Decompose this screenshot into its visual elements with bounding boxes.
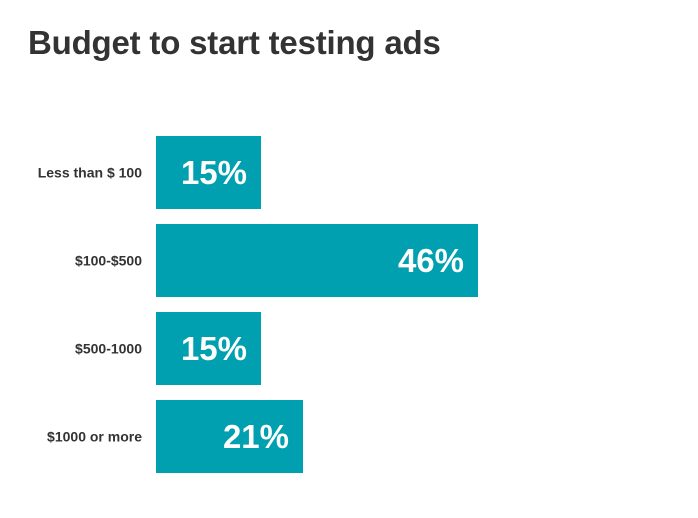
value-label-3: 21% bbox=[223, 418, 289, 455]
bar-1 bbox=[156, 224, 478, 297]
category-label-0: Less than $ 100 bbox=[38, 165, 142, 181]
chart-title: Budget to start testing ads bbox=[28, 24, 441, 61]
category-label-3: $1000 or more bbox=[47, 429, 142, 445]
value-label-1: 46% bbox=[398, 242, 464, 279]
bar-3 bbox=[156, 400, 303, 473]
value-label-2: 15% bbox=[181, 330, 247, 367]
category-label-2: $500-1000 bbox=[75, 341, 142, 357]
bars-layer bbox=[156, 136, 478, 473]
category-label-1: $100-$500 bbox=[75, 253, 142, 269]
category-labels: Less than $ 100 $100-$500 $500-1000 $1000 o… bbox=[38, 165, 142, 445]
value-label-0: 15% bbox=[181, 154, 247, 191]
bar-0 bbox=[156, 136, 261, 209]
value-labels: 15% 46% 15% 21% bbox=[181, 154, 464, 455]
bar-2 bbox=[156, 312, 261, 385]
